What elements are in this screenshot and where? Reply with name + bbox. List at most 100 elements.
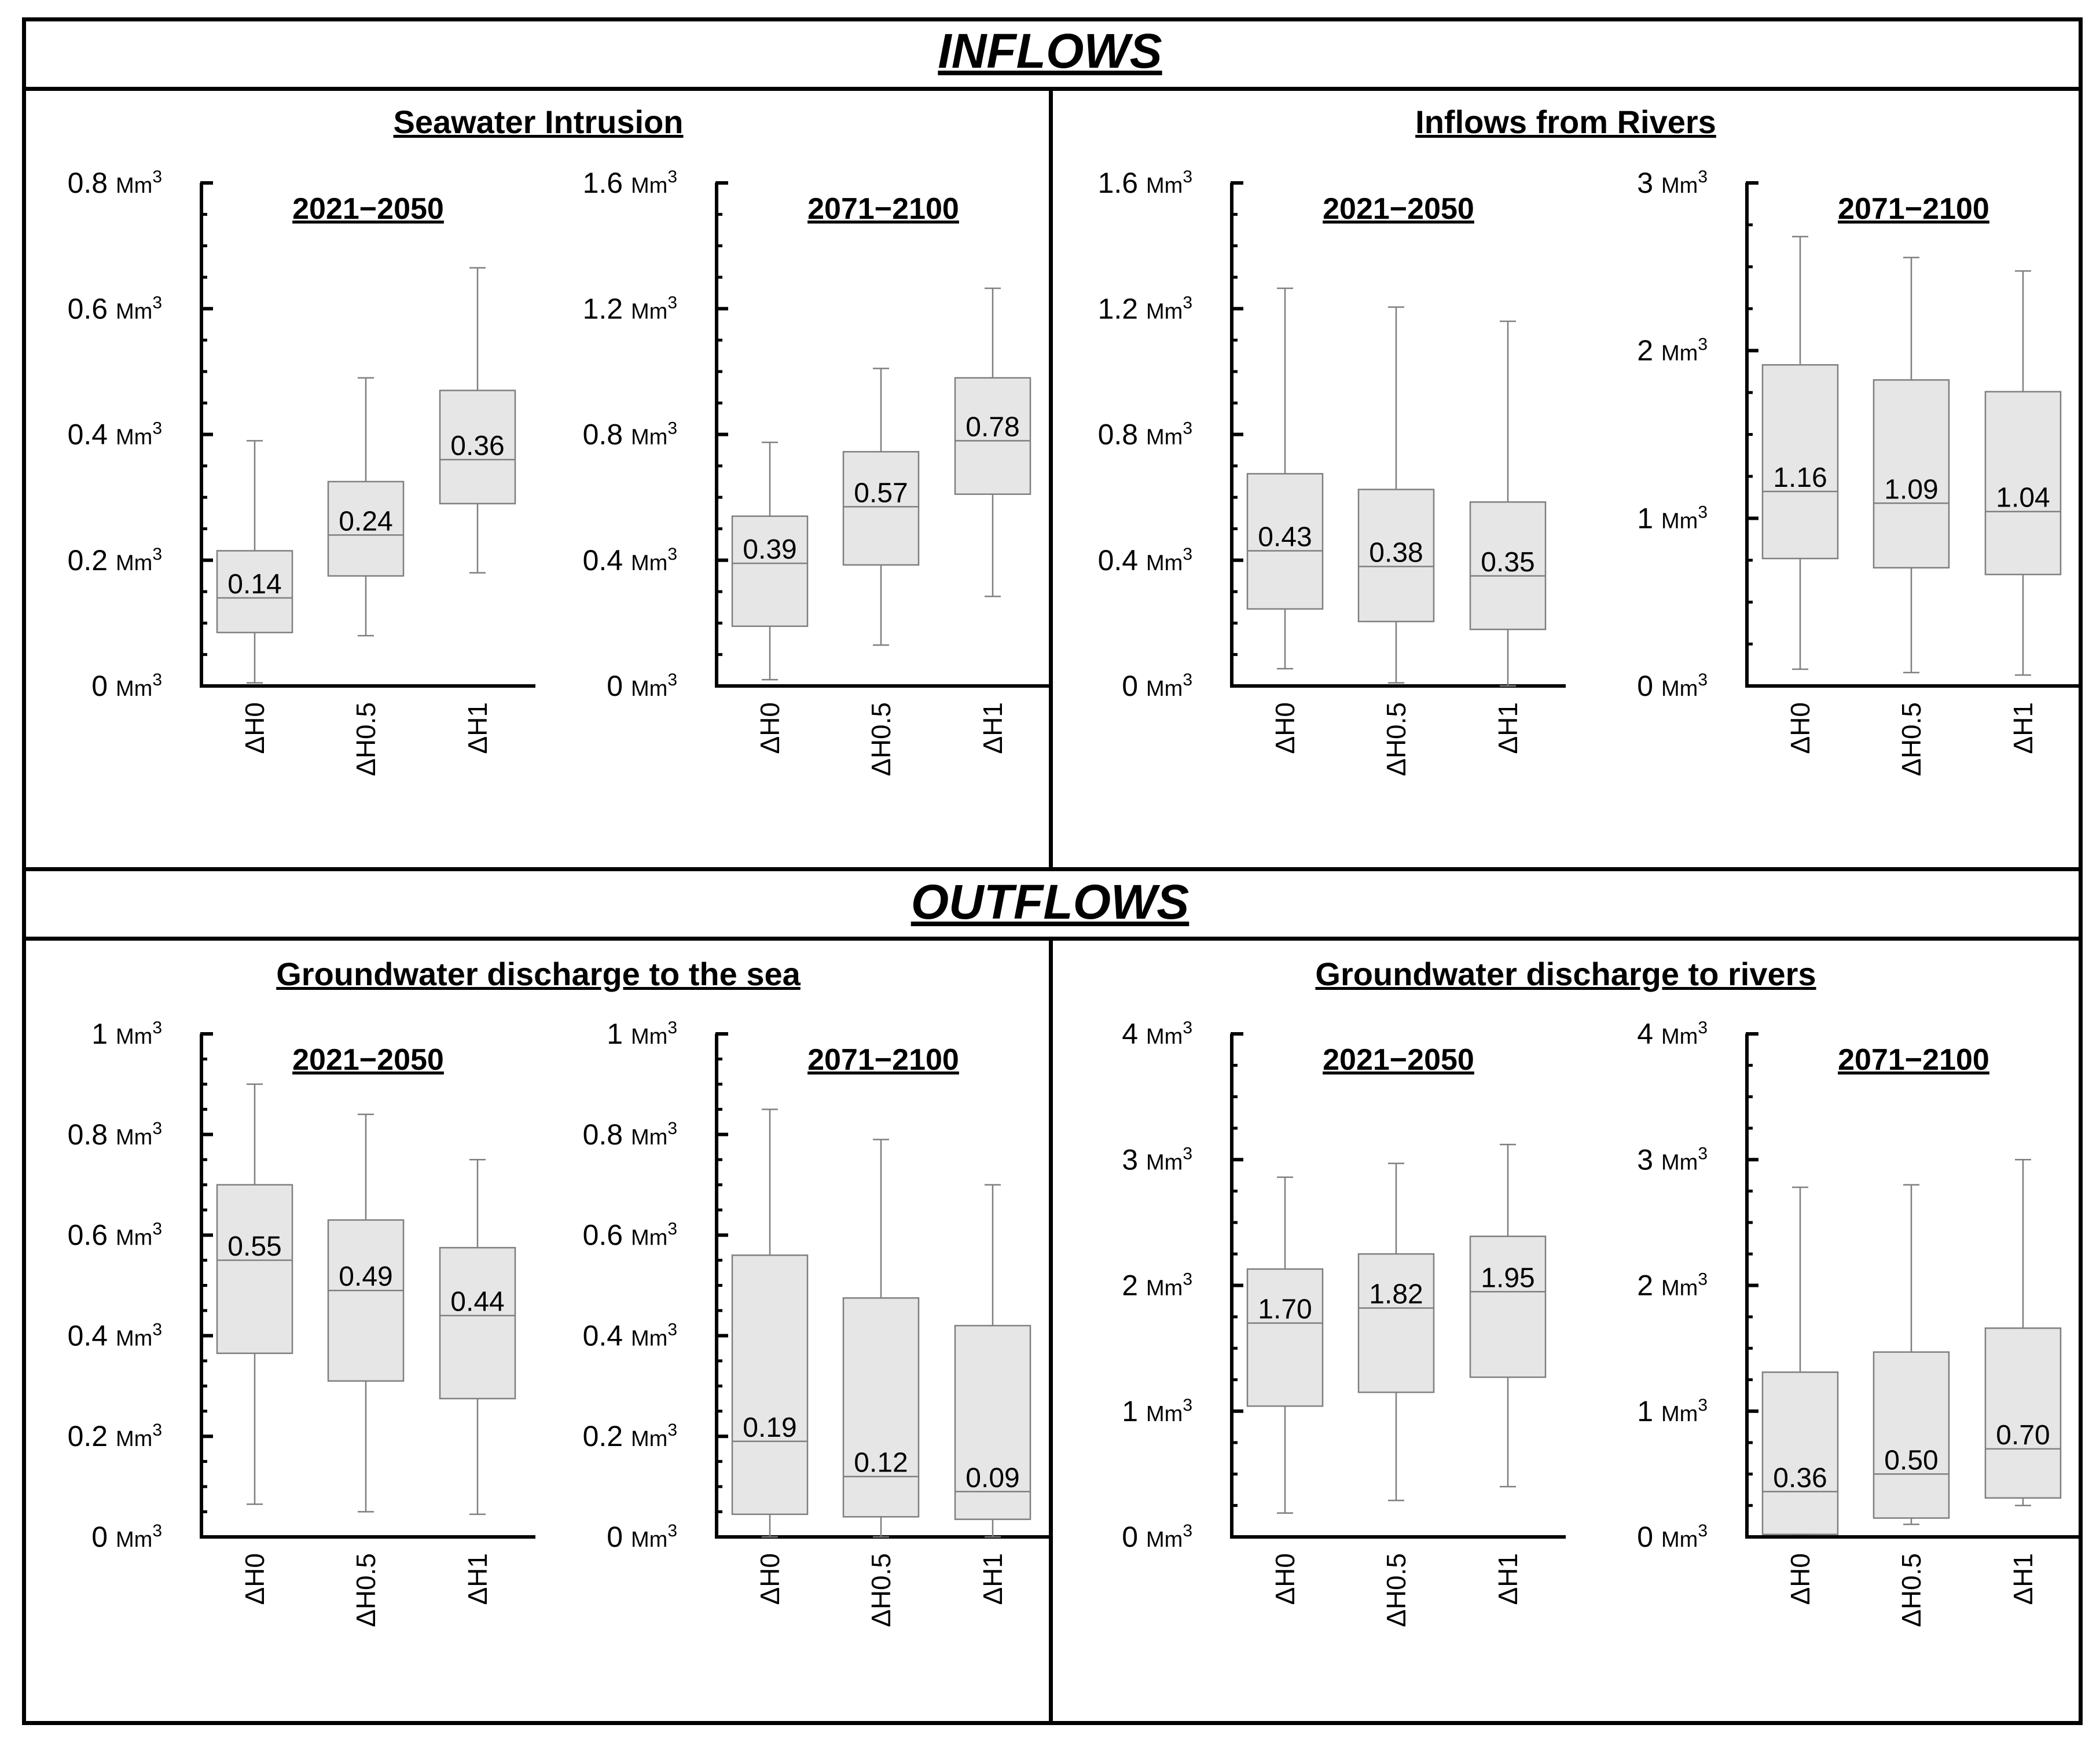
x-category-label: ΔH1	[2008, 702, 2038, 754]
inflows-divider	[1049, 87, 1053, 871]
y-tick-label: 0.6 Mm3	[68, 1219, 162, 1252]
median-label: 0.70	[1996, 1420, 2050, 1451]
y-tick-label: 0.4 Mm3	[1098, 544, 1192, 577]
median-label: 0.19	[743, 1412, 796, 1443]
iqr-box	[1469, 1235, 1547, 1378]
chart-river-discharge-2071-2100: 2071−2100 0 Mm3 1 Mm3 2 Mm3 3 Mm3 4 Mm3 0.36 ΔH…	[1637, 1018, 2081, 1627]
iqr-box	[954, 1324, 1031, 1520]
y-tick-label: 0.4 Mm3	[68, 419, 162, 451]
x-category-label: ΔH0	[240, 1553, 270, 1605]
x-category-label: ΔH0.5	[866, 1553, 896, 1627]
iqr-box	[1357, 489, 1435, 622]
y-tick-label: 0.8 Mm3	[1098, 419, 1192, 451]
y-tick-label: 0.8 Mm3	[68, 1118, 162, 1151]
iqr-box	[1246, 1268, 1324, 1407]
x-category-label: ΔH1	[462, 702, 493, 754]
y-tick-label: 4 Mm3	[1637, 1018, 1708, 1050]
panel-title-discharge-to-rivers: Groundwater discharge to rivers	[1315, 956, 1816, 992]
y-tick-label: 1.6 Mm3	[583, 167, 677, 199]
y-tick-label: 0.2 Mm3	[68, 544, 162, 577]
iqr-box	[1761, 364, 1839, 560]
iqr-box	[1873, 1351, 1950, 1519]
median-label: 1.95	[1481, 1263, 1534, 1293]
median-label: 0.78	[965, 412, 1019, 442]
y-tick-label: 4 Mm3	[1122, 1018, 1192, 1050]
period-title: 2021−2050	[1323, 1043, 1474, 1077]
y-tick-label: 0.8 Mm3	[583, 419, 677, 451]
x-category-label: ΔH0.5	[1381, 1553, 1411, 1627]
median-label: 1.70	[1258, 1294, 1312, 1325]
x-category-label: ΔH0.5	[351, 702, 381, 776]
y-tick-label: 1 Mm3	[1637, 1395, 1708, 1428]
x-category-label: ΔH0.5	[866, 702, 896, 776]
period-title: 2071−2100	[1838, 1043, 1989, 1077]
outflows-section-title: OUTFLOWS	[911, 875, 1189, 929]
y-tick-label: 1 Mm3	[1637, 502, 1708, 534]
iqr-box	[216, 1184, 293, 1355]
iqr-box	[954, 377, 1031, 495]
y-tick-label: 0.4 Mm3	[68, 1319, 162, 1352]
chart-sea-discharge-2071-2100: 2071−2100 0 Mm3 0.2 Mm3 0.4 Mm3 0.6 Mm3 0.8 M…	[583, 1018, 1051, 1627]
median-label: 0.44	[450, 1287, 504, 1318]
y-tick-label: 2 Mm3	[1122, 1269, 1192, 1302]
iqr-box	[327, 480, 405, 577]
y-tick-label: 0.4 Mm3	[583, 544, 677, 577]
y-tick-label: 3 Mm3	[1122, 1143, 1192, 1176]
median-label: 0.35	[1481, 547, 1534, 578]
iqr-box	[731, 515, 809, 628]
median-label: 1.16	[1773, 463, 1827, 493]
chart-seawater-2021-2050: 2021−2050 0 Mm3 0.2 Mm3 0.4 Mm3 0.6 Mm3 0.8 M…	[68, 167, 535, 776]
y-tick-label: 1 Mm3	[91, 1018, 162, 1050]
x-category-label: ΔH0	[755, 702, 785, 754]
y-tick-label: 2 Mm3	[1637, 1269, 1708, 1302]
x-category-label: ΔH0	[1270, 702, 1300, 754]
x-category-label: ΔH0.5	[1896, 1553, 1926, 1627]
chart-seawater-2071-2100: 2071−2100 0 Mm3 0.4 Mm3 0.8 Mm3 1.2 Mm3 1.6 M…	[583, 167, 1051, 776]
period-title: 2021−2050	[292, 192, 444, 226]
iqr-box	[327, 1219, 405, 1382]
y-tick-label: 0 Mm3	[91, 1521, 162, 1553]
period-title: 2071−2100	[807, 1043, 959, 1077]
median-label: 0.50	[1884, 1445, 1938, 1476]
x-category-label: ΔH1	[2008, 1553, 2038, 1605]
x-category-label: ΔH0.5	[1381, 702, 1411, 776]
iqr-box	[439, 390, 516, 505]
x-category-label: ΔH1	[1493, 702, 1523, 754]
x-category-label: ΔH1	[978, 702, 1008, 754]
period-title: 2071−2100	[807, 192, 959, 226]
y-tick-label: 0.6 Mm3	[583, 1219, 677, 1252]
y-tick-label: 2 Mm3	[1637, 335, 1708, 367]
x-category-label: ΔH0.5	[1896, 702, 1926, 776]
x-category-label: ΔH0	[240, 702, 270, 754]
chart-river-inflow-2021-2050: 2021−2050 0 Mm3 0.4 Mm3 0.8 Mm3 1.2 Mm3 1.6 M…	[1098, 167, 1566, 776]
median-label: 0.12	[854, 1448, 908, 1478]
panel-title-discharge-to-sea: Groundwater discharge to the sea	[276, 956, 801, 992]
period-title: 2071−2100	[1838, 192, 1989, 226]
period-title: 2021−2050	[292, 1043, 444, 1077]
y-tick-label: 0.2 Mm3	[68, 1420, 162, 1452]
x-category-label: ΔH1	[462, 1553, 493, 1605]
iqr-box	[1357, 1253, 1435, 1393]
median-label: 0.38	[1369, 538, 1423, 568]
iqr-box	[1469, 501, 1547, 630]
y-tick-label: 0.4 Mm3	[583, 1319, 677, 1352]
median-label: 1.82	[1369, 1279, 1423, 1310]
median-label: 0.43	[1258, 522, 1312, 552]
chart-sea-discharge-2021-2050: 2021−2050 0 Mm3 0.2 Mm3 0.4 Mm3 0.6 Mm3 0.8 M…	[68, 1018, 535, 1627]
x-category-label: ΔH0	[1785, 1553, 1815, 1605]
iqr-box	[842, 1297, 920, 1518]
iqr-box	[1761, 1371, 1839, 1535]
y-tick-label: 0.8 Mm3	[583, 1118, 677, 1151]
median-label: 0.36	[1773, 1463, 1827, 1494]
iqr-box	[842, 451, 920, 566]
panel-title-inflows-from-rivers: Inflows from Rivers	[1415, 104, 1716, 140]
iqr-box	[1984, 1327, 2062, 1499]
x-category-label: ΔH0.5	[351, 1553, 381, 1627]
y-tick-label: 1.6 Mm3	[1098, 167, 1192, 199]
period-title: 2021−2050	[1323, 192, 1474, 226]
y-tick-label: 0.8 Mm3	[68, 167, 162, 199]
panel-title-seawater-intrusion: Seawater Intrusion	[393, 104, 684, 140]
x-category-label: ΔH0	[1785, 702, 1815, 754]
median-label: 0.57	[854, 478, 908, 508]
y-tick-label: 0.2 Mm3	[583, 1420, 677, 1452]
